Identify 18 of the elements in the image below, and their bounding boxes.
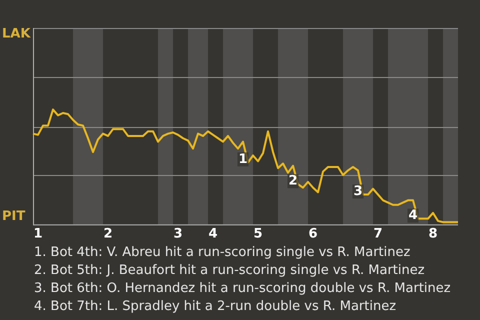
text: 1. Bot 4th: V. Abreu hit a run-scoring single vs R. Martinez <box>34 244 412 262</box>
x-tick-label: 2 <box>103 226 113 242</box>
x-tick-label: 4 <box>208 226 218 242</box>
text: LAK <box>2 26 32 42</box>
x-tick-label: 1 <box>33 226 43 242</box>
annotation: 2 <box>288 174 298 189</box>
x-tick-label: 7 <box>373 226 383 242</box>
x-tick-label: 6 <box>308 226 318 242</box>
annotation: 1 <box>238 152 248 167</box>
text: 3. Bot 6th: O. Hernandez hit a run-scoring double vs R. Martinez <box>34 280 452 298</box>
annotation: 3 <box>353 184 363 199</box>
x-tick-label: 3 <box>173 226 183 242</box>
text: 2. Bot 5th: J. Beaufort hit a run-scoring single vs R. Martinez <box>34 262 426 280</box>
x-tick-label: 5 <box>253 226 263 242</box>
annotation: 4 <box>408 208 418 224</box>
text: PIT <box>2 208 26 224</box>
text: 4. Bot 7th: L. Spradley hit a 2-run double vs R. Martinez <box>34 298 398 316</box>
x-tick-label: 8 <box>428 226 438 242</box>
